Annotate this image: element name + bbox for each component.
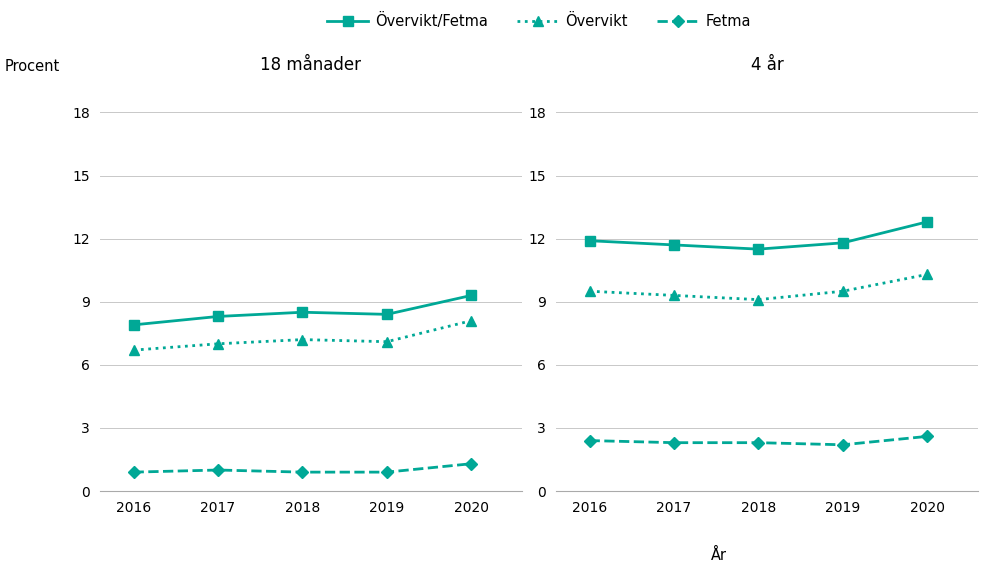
Text: Procent: Procent <box>5 59 60 74</box>
Text: 18 månader: 18 månader <box>260 56 361 74</box>
Text: 4 år: 4 år <box>750 56 783 74</box>
Legend: Övervikt/Fetma, Övervikt, Fetma: Övervikt/Fetma, Övervikt, Fetma <box>321 7 756 35</box>
Text: År: År <box>711 548 727 563</box>
